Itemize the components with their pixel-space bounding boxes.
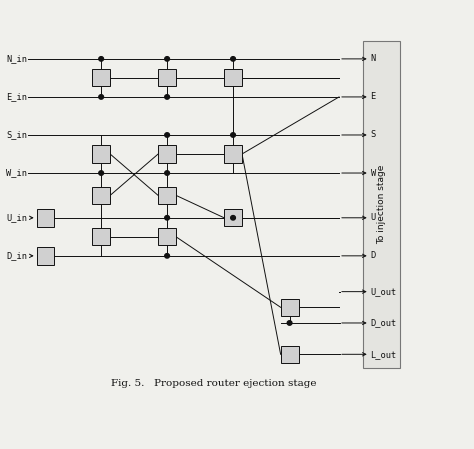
- Circle shape: [165, 95, 170, 99]
- Text: L_out: L_out: [371, 350, 397, 359]
- Bar: [224, 145, 242, 163]
- Text: To injection stage: To injection stage: [377, 165, 386, 244]
- Bar: [36, 209, 54, 227]
- Text: D_in: D_in: [6, 251, 27, 260]
- Circle shape: [231, 133, 236, 137]
- Text: D_out: D_out: [371, 318, 397, 327]
- Bar: [363, 41, 400, 368]
- Bar: [281, 346, 299, 363]
- Text: U_out: U_out: [371, 287, 397, 296]
- Bar: [92, 70, 110, 86]
- Bar: [92, 187, 110, 204]
- Text: U: U: [371, 213, 376, 222]
- Text: E: E: [371, 92, 376, 101]
- Bar: [224, 70, 242, 86]
- Circle shape: [99, 171, 103, 175]
- Bar: [158, 70, 176, 86]
- Text: E_in: E_in: [6, 92, 27, 101]
- Circle shape: [99, 95, 103, 99]
- Circle shape: [165, 254, 170, 258]
- Circle shape: [287, 321, 292, 325]
- Circle shape: [231, 216, 236, 220]
- Text: N: N: [371, 54, 376, 63]
- Circle shape: [165, 133, 170, 137]
- Text: N_in: N_in: [6, 54, 27, 63]
- Bar: [281, 299, 299, 316]
- Circle shape: [165, 216, 170, 220]
- Text: D: D: [371, 251, 376, 260]
- Bar: [92, 228, 110, 245]
- Text: W: W: [371, 168, 376, 177]
- Text: U_in: U_in: [6, 213, 27, 222]
- Text: S: S: [371, 131, 376, 140]
- Bar: [36, 247, 54, 265]
- Circle shape: [231, 57, 236, 61]
- Circle shape: [165, 57, 170, 61]
- Text: W_in: W_in: [6, 168, 27, 177]
- Bar: [158, 145, 176, 163]
- Bar: [224, 209, 242, 226]
- Bar: [158, 187, 176, 204]
- Circle shape: [99, 57, 103, 61]
- Text: S_in: S_in: [6, 131, 27, 140]
- Bar: [158, 228, 176, 245]
- Bar: [92, 145, 110, 163]
- Circle shape: [165, 171, 170, 175]
- Text: Fig. 5.   Proposed router ejection stage: Fig. 5. Proposed router ejection stage: [111, 379, 317, 388]
